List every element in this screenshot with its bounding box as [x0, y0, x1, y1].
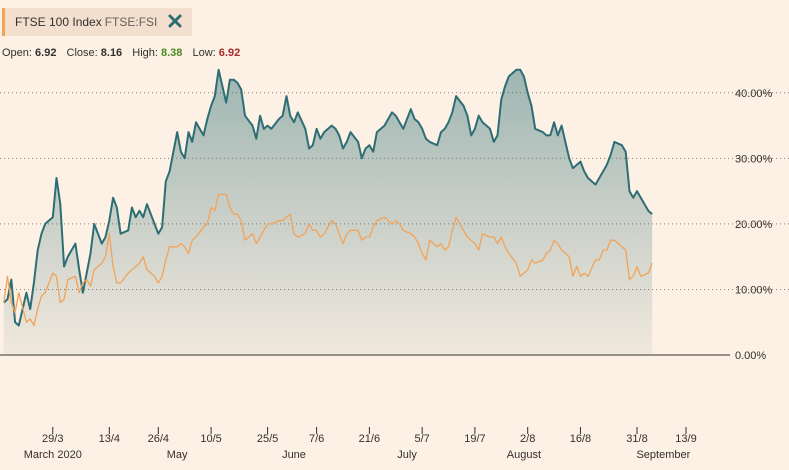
x-tick-label: 26/4	[148, 433, 169, 445]
close-label: Close:	[66, 47, 98, 59]
legend-index-name: FTSE 100 Index	[15, 15, 102, 29]
x-tick-label: 21/6	[359, 433, 380, 445]
x-tick-label: 19/7	[464, 433, 485, 445]
series-line-1	[3, 193, 653, 327]
x-tick-label: 10/5	[200, 433, 221, 445]
close-value: 8.16	[100, 47, 123, 59]
series-area-0	[3, 69, 653, 356]
x-tick-label: 29/3	[42, 433, 63, 445]
y-tick-label: 30.00%	[735, 153, 773, 165]
x-tick-label: 7/6	[309, 433, 324, 445]
open-value: 6.92	[35, 47, 57, 59]
x-tick-label: 5/7	[415, 433, 430, 445]
legend-tab[interactable]: FTSE 100 Index FTSE:FSI	[2, 8, 192, 36]
month-label: June	[282, 449, 306, 461]
y-tick-label: 20.00%	[735, 219, 773, 231]
y-tick-label: 10.00%	[735, 284, 773, 296]
x-tick-label: 2/8	[520, 433, 535, 445]
y-axis-ticks: 0.00% 10.00% 20.00% 30.00% 40.00%	[735, 88, 773, 362]
x-tick-label: 13/9	[675, 433, 696, 445]
low-value: 6.92	[218, 47, 241, 59]
month-label: August	[507, 449, 541, 461]
month-label: July	[397, 449, 417, 461]
ohlc-readout: Open: 6.92 Close: 8.16 High: 8.38 Low: 6…	[2, 47, 240, 59]
y-tick-label: 40.00%	[735, 88, 773, 100]
series-line-0	[3, 68, 653, 327]
legend-symbol: FTSE:FSI	[104, 15, 158, 29]
month-label: September	[636, 449, 690, 461]
x-tick-label: 16/8	[570, 433, 591, 445]
close-x-icon[interactable]	[166, 12, 184, 30]
x-tick-label: 25/5	[257, 433, 278, 445]
area-fill	[3, 69, 653, 356]
x-axis-months: March 2020 May June July August September	[24, 449, 691, 461]
month-label: March 2020	[24, 449, 82, 461]
x-axis-ticks: 29/3 13/4 26/4 10/5 25/5 7/6 21/6 5/7 19/7 2/8 16/…	[42, 427, 697, 445]
high-value: 8.38	[161, 47, 183, 59]
series-lines	[3, 68, 653, 327]
open-label: Open:	[2, 47, 32, 59]
high-label: High:	[132, 47, 158, 59]
low-label: Low:	[192, 47, 216, 59]
x-tick-label: 31/8	[626, 433, 647, 445]
y-tick-label: 0.00%	[735, 350, 766, 362]
month-label: May	[167, 449, 188, 461]
x-tick-label: 13/4	[99, 433, 120, 445]
